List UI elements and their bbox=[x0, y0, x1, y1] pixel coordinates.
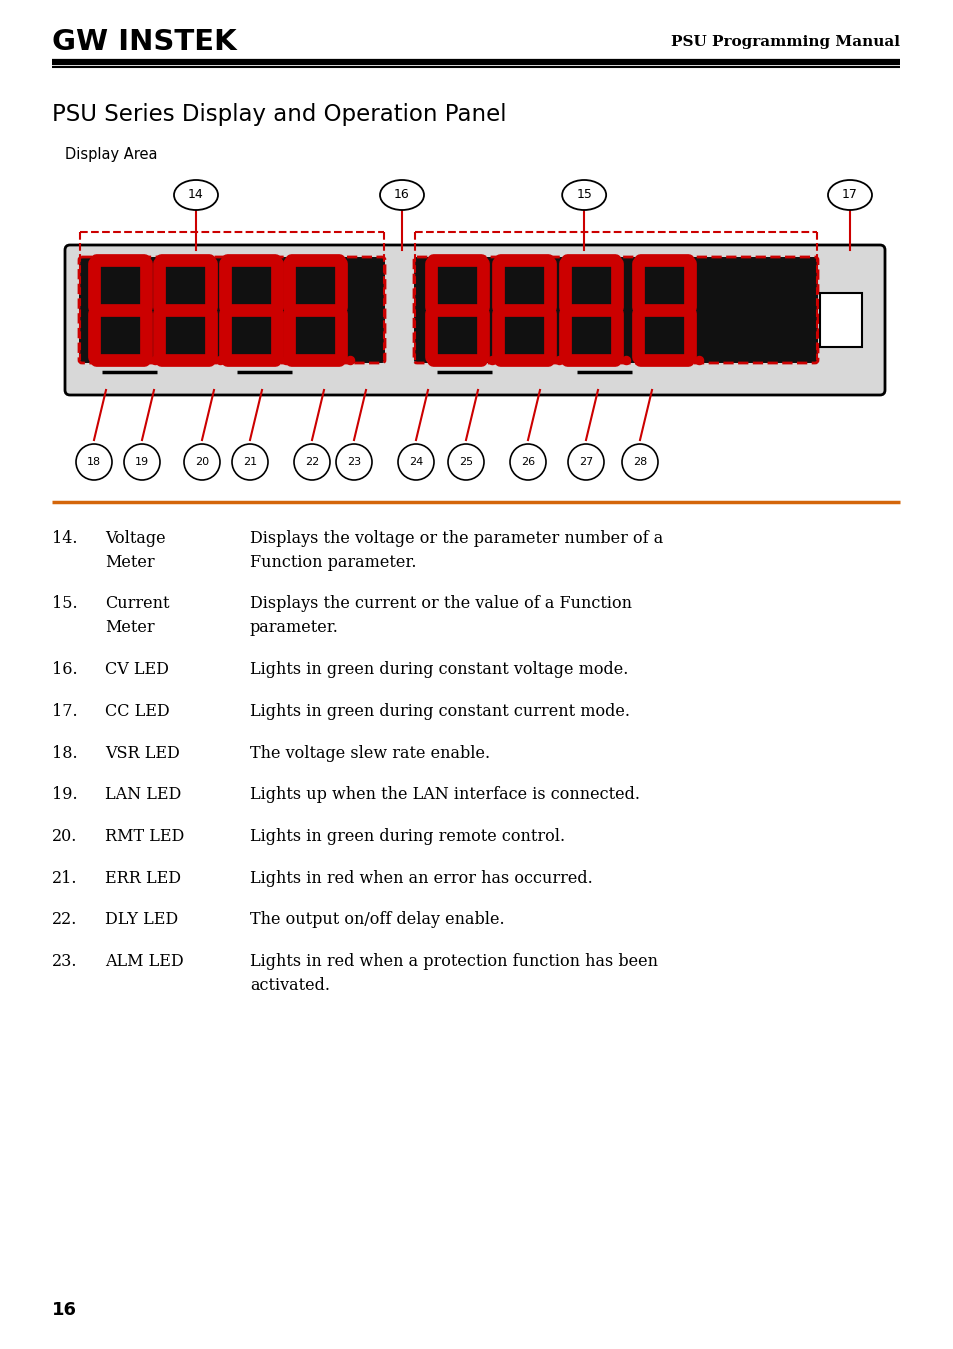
Text: 15.: 15. bbox=[52, 595, 77, 612]
Text: 24: 24 bbox=[409, 457, 423, 467]
FancyBboxPatch shape bbox=[414, 258, 817, 363]
Text: Lights in green during constant current mode.: Lights in green during constant current … bbox=[250, 703, 629, 720]
Text: 22: 22 bbox=[305, 457, 319, 467]
Text: 20: 20 bbox=[194, 457, 209, 467]
Text: 27: 27 bbox=[578, 457, 593, 467]
Text: PSU Programming Manual: PSU Programming Manual bbox=[670, 35, 899, 49]
Text: 15: 15 bbox=[576, 189, 592, 201]
Text: LAN LED: LAN LED bbox=[105, 786, 181, 803]
Text: Current: Current bbox=[105, 595, 170, 612]
Text: Display Area: Display Area bbox=[65, 147, 157, 162]
Text: 18: 18 bbox=[87, 457, 101, 467]
Text: 23: 23 bbox=[347, 457, 360, 467]
Text: Lights in green during constant voltage mode.: Lights in green during constant voltage … bbox=[250, 661, 628, 679]
Text: 16.: 16. bbox=[52, 661, 77, 679]
Text: 18.: 18. bbox=[52, 745, 77, 761]
Text: 28: 28 bbox=[632, 457, 646, 467]
Text: Voltage: Voltage bbox=[105, 530, 166, 546]
Text: ERR LED: ERR LED bbox=[105, 870, 181, 886]
Text: Lights in green during remote control.: Lights in green during remote control. bbox=[250, 828, 564, 844]
Text: 17: 17 bbox=[841, 189, 857, 201]
Text: 19: 19 bbox=[134, 457, 149, 467]
Text: 23.: 23. bbox=[52, 954, 77, 970]
Text: 19.: 19. bbox=[52, 786, 77, 803]
Text: Function parameter.: Function parameter. bbox=[250, 553, 416, 571]
Text: 17.: 17. bbox=[52, 703, 77, 720]
Text: parameter.: parameter. bbox=[250, 619, 338, 637]
Text: 16: 16 bbox=[52, 1300, 77, 1319]
Text: Displays the voltage or the parameter number of a: Displays the voltage or the parameter nu… bbox=[250, 530, 662, 546]
Text: Lights up when the LAN interface is connected.: Lights up when the LAN interface is conn… bbox=[250, 786, 639, 803]
Text: ALM LED: ALM LED bbox=[105, 954, 183, 970]
Text: DLY LED: DLY LED bbox=[105, 912, 178, 928]
Text: Lights in red when an error has occurred.: Lights in red when an error has occurred… bbox=[250, 870, 592, 886]
Text: Meter: Meter bbox=[105, 553, 154, 571]
Text: RMT LED: RMT LED bbox=[105, 828, 184, 844]
Text: 20.: 20. bbox=[52, 828, 77, 844]
Text: 26: 26 bbox=[520, 457, 535, 467]
Text: 14.: 14. bbox=[52, 530, 77, 546]
Text: The voltage slew rate enable.: The voltage slew rate enable. bbox=[250, 745, 490, 761]
FancyBboxPatch shape bbox=[65, 246, 884, 395]
Text: Lights in red when a protection function has been: Lights in red when a protection function… bbox=[250, 954, 658, 970]
Text: 21: 21 bbox=[243, 457, 256, 467]
FancyBboxPatch shape bbox=[79, 258, 385, 363]
Text: 21.: 21. bbox=[52, 870, 77, 886]
Text: 22.: 22. bbox=[52, 912, 77, 928]
Text: Displays the current or the value of a Function: Displays the current or the value of a F… bbox=[250, 595, 631, 612]
Text: CV LED: CV LED bbox=[105, 661, 169, 679]
Text: Meter: Meter bbox=[105, 619, 154, 637]
FancyBboxPatch shape bbox=[820, 293, 862, 347]
Text: CC LED: CC LED bbox=[105, 703, 170, 720]
Text: VSR LED: VSR LED bbox=[105, 745, 179, 761]
Text: 14: 14 bbox=[188, 189, 204, 201]
Text: GW INSTEK: GW INSTEK bbox=[52, 28, 236, 57]
Text: PSU Series Display and Operation Panel: PSU Series Display and Operation Panel bbox=[52, 104, 506, 127]
Text: 16: 16 bbox=[394, 189, 410, 201]
Text: activated.: activated. bbox=[250, 977, 330, 994]
Text: The output on/off delay enable.: The output on/off delay enable. bbox=[250, 912, 504, 928]
Text: 25: 25 bbox=[458, 457, 473, 467]
